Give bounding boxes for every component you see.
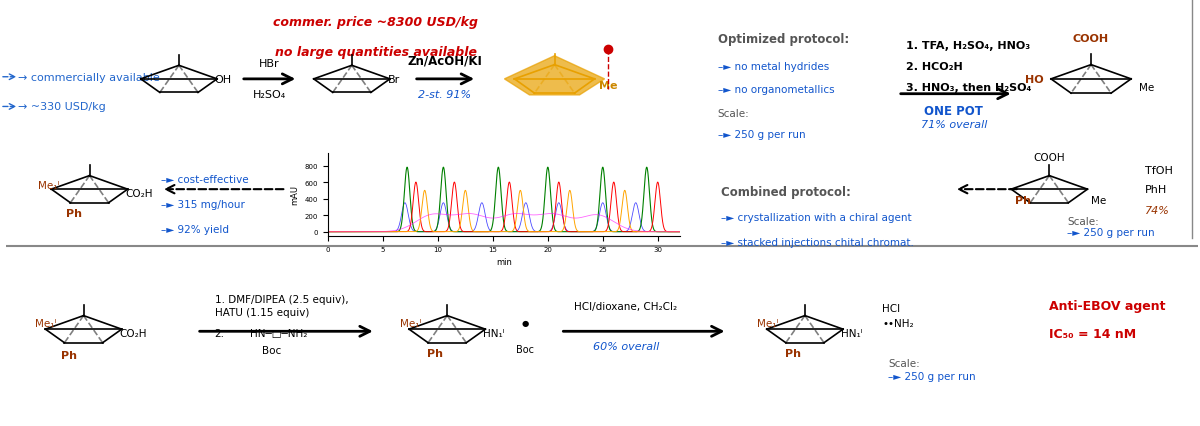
- Text: 1. DMF/DIPEA (2.5 equiv),: 1. DMF/DIPEA (2.5 equiv),: [215, 295, 348, 305]
- Text: Zn/AcOH/KI: Zn/AcOH/KI: [407, 54, 482, 67]
- Text: no large quantities available: no large quantities available: [275, 46, 476, 59]
- Text: 2.: 2.: [215, 328, 224, 339]
- Text: H₂SO₄: H₂SO₄: [253, 90, 286, 100]
- Text: OH: OH: [215, 75, 232, 85]
- Text: Boc: Boc: [516, 344, 534, 354]
- Text: Scale:: Scale:: [888, 358, 920, 368]
- Text: 2-st. 91%: 2-st. 91%: [419, 90, 472, 100]
- Text: COOH: COOH: [1033, 152, 1066, 162]
- Text: ••NH₂: ••NH₂: [882, 318, 914, 328]
- Text: HN₁ᴵ: HN₁ᴵ: [482, 328, 504, 339]
- Text: Me: Me: [599, 81, 617, 91]
- Text: Me₁ᴵ: Me₁ᴵ: [35, 318, 56, 328]
- Text: –► no metal hydrides: –► no metal hydrides: [718, 62, 829, 72]
- Text: Me₁ᴵ: Me₁ᴵ: [400, 318, 421, 328]
- Text: 60% overall: 60% overall: [593, 341, 659, 351]
- Text: HCl/dioxane, CH₂Cl₂: HCl/dioxane, CH₂Cl₂: [575, 301, 678, 311]
- Text: ●: ●: [521, 319, 528, 328]
- Text: 74%: 74%: [1145, 206, 1170, 216]
- Text: ONE POT: ONE POT: [924, 105, 983, 118]
- Text: 71% overall: 71% overall: [920, 120, 988, 130]
- Text: Me₁ᴵ: Me₁ᴵ: [38, 181, 60, 190]
- Text: Ph: Ph: [61, 351, 77, 360]
- Text: 1. TFA, H₂SO₄, HNO₃: 1. TFA, H₂SO₄, HNO₃: [906, 41, 1031, 51]
- Text: HBr: HBr: [259, 59, 280, 69]
- Text: commer. price ~8300 USD/kg: commer. price ~8300 USD/kg: [274, 16, 478, 29]
- Text: CO₂H: CO₂H: [125, 189, 152, 199]
- Text: PhH: PhH: [1145, 185, 1166, 195]
- Text: 3. HNO₃, then H₂SO₄: 3. HNO₃, then H₂SO₄: [906, 83, 1032, 93]
- Text: –► 92% yield: –► 92% yield: [161, 225, 229, 235]
- Text: –► stacked injections chital chromat.: –► stacked injections chital chromat.: [721, 238, 914, 248]
- Text: Me₁ᴵ: Me₁ᴵ: [757, 318, 779, 328]
- Text: Me: Me: [1139, 83, 1154, 93]
- Text: HN─□─NH₂: HN─□─NH₂: [251, 328, 308, 339]
- Text: –► cost-effective: –► cost-effective: [161, 174, 248, 184]
- Text: Scale:: Scale:: [1067, 216, 1099, 227]
- Text: Optimized protocol:: Optimized protocol:: [718, 33, 850, 46]
- Text: –► 250 g per run: –► 250 g per run: [718, 130, 805, 140]
- Text: –► no organometallics: –► no organometallics: [718, 85, 834, 95]
- Text: HO: HO: [1025, 75, 1043, 85]
- Text: Br: Br: [388, 75, 400, 85]
- Text: IC₅₀ = 14 nM: IC₅₀ = 14 nM: [1049, 327, 1136, 340]
- Text: Ph: Ph: [1015, 195, 1032, 205]
- Text: Ph: Ph: [785, 348, 800, 358]
- Text: Scale:: Scale:: [718, 109, 750, 118]
- Text: CO₂H: CO₂H: [119, 328, 146, 339]
- Text: 2. HCO₂H: 2. HCO₂H: [906, 62, 962, 72]
- Text: Ph: Ph: [427, 348, 443, 358]
- Text: HCl: HCl: [882, 303, 900, 313]
- Polygon shape: [504, 57, 605, 96]
- Text: TfOH: TfOH: [1145, 166, 1172, 176]
- Text: –► 250 g per run: –► 250 g per run: [888, 371, 976, 381]
- Text: –► 315 mg/hour: –► 315 mg/hour: [161, 199, 245, 210]
- Text: COOH: COOH: [1073, 34, 1109, 44]
- Text: Me: Me: [1091, 195, 1106, 205]
- Text: –► crystallization with a chiral agent: –► crystallization with a chiral agent: [721, 212, 912, 222]
- Text: → commercially available: → commercially available: [18, 72, 160, 83]
- Text: Boc: Boc: [263, 345, 282, 356]
- Text: Anti-EBOV agent: Anti-EBOV agent: [1049, 299, 1166, 313]
- Text: HATU (1.15 equiv): HATU (1.15 equiv): [215, 308, 310, 317]
- Text: Ph: Ph: [66, 209, 82, 219]
- Text: –► 250 g per run: –► 250 g per run: [1067, 227, 1154, 237]
- Text: → ~330 USD/kg: → ~330 USD/kg: [18, 102, 106, 112]
- Text: HN₁ᴵ: HN₁ᴵ: [841, 328, 863, 339]
- Text: Combined protocol:: Combined protocol:: [721, 185, 851, 199]
